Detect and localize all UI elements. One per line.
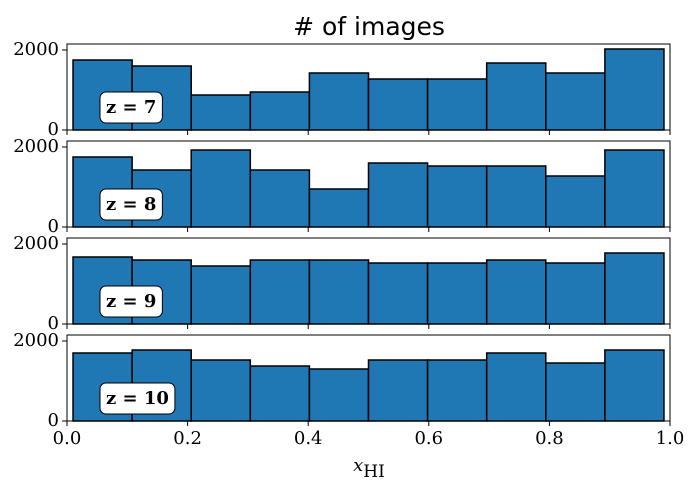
bar: [367, 262, 429, 325]
bar: [485, 165, 547, 228]
bar: [426, 262, 488, 325]
bar: [604, 149, 665, 228]
bar: [249, 91, 311, 131]
x-axis-label-main: x: [353, 455, 363, 476]
x-tick-label: 0.0: [53, 428, 82, 449]
axes-frame: [66, 43, 671, 131]
bar: [249, 259, 311, 325]
annotation: z = 8: [106, 194, 156, 215]
y-tick-label: 0: [48, 410, 59, 431]
x-tick-label: 0.6: [414, 428, 443, 449]
bar: [367, 162, 429, 228]
y-tick-label: 0: [48, 313, 59, 334]
annotation-box: [99, 188, 163, 221]
x-tick-label: 0.2: [173, 428, 202, 449]
x-tick-label: 1.0: [656, 428, 685, 449]
bar: [190, 149, 252, 228]
bar: [604, 48, 665, 131]
bar: [367, 359, 429, 422]
bar: [545, 362, 606, 422]
y-tick-label: 2000: [13, 136, 59, 157]
annotation: z = 10: [106, 388, 169, 409]
bar: [545, 175, 606, 228]
axes-frame: [66, 237, 671, 325]
annotation: z = 7: [106, 97, 156, 118]
bar: [604, 349, 665, 422]
bar: [426, 78, 488, 131]
y-tick-label: 2000: [13, 39, 59, 60]
y-tick-label: 0: [48, 119, 59, 140]
bar: [545, 262, 606, 325]
bar: [426, 359, 488, 422]
bar: [190, 94, 252, 131]
x-tick-label: 0.8: [535, 428, 564, 449]
y-tick-label: 0: [48, 216, 59, 237]
bar: [190, 359, 252, 422]
bar: [308, 72, 370, 131]
bar: [308, 188, 370, 228]
annotation: z = 9: [106, 291, 156, 312]
bar: [190, 265, 252, 325]
x-axis-label: xHI: [353, 455, 385, 482]
bar: [249, 169, 311, 228]
bar: [308, 368, 370, 422]
y-tick-label: 2000: [13, 233, 59, 254]
bar: [485, 352, 547, 422]
bar: [545, 72, 606, 131]
bar: [485, 259, 547, 325]
bar: [367, 78, 429, 131]
y-tick-label: 2000: [13, 330, 59, 351]
bar: [249, 365, 311, 422]
chart-title: # of images: [293, 12, 445, 41]
annotation-box: [99, 91, 163, 124]
axes-frame: [66, 334, 671, 422]
axes-frame: [66, 140, 671, 228]
x-tick-label: 0.4: [294, 428, 323, 449]
bar: [308, 259, 370, 325]
bar: [485, 62, 547, 131]
bar: [426, 165, 488, 228]
annotation-box: [99, 382, 176, 415]
annotation-box: [99, 285, 163, 318]
x-axis-label-sub: HI: [363, 462, 385, 482]
bar: [604, 252, 665, 325]
